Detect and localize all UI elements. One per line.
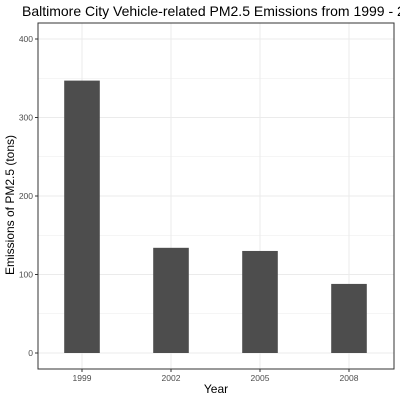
chart-title: Baltimore City Vehicle-related PM2.5 Emi… bbox=[22, 3, 400, 19]
bar-2002 bbox=[153, 247, 189, 353]
bar-1999 bbox=[64, 80, 100, 353]
y-tick-label: 200 bbox=[19, 191, 33, 201]
x-axis-ticks: 1999 2002 2005 2008 bbox=[73, 369, 359, 383]
x-axis-title: Year bbox=[204, 382, 228, 396]
bar-2008 bbox=[331, 283, 367, 353]
y-tick-label: 100 bbox=[19, 270, 33, 280]
bars bbox=[64, 80, 367, 353]
x-tick-label: 2005 bbox=[251, 373, 270, 383]
y-tick-label: 0 bbox=[28, 348, 33, 358]
y-axis-title: Emissions of PM2.5 (tons) bbox=[3, 135, 17, 275]
bar-2005 bbox=[242, 250, 278, 353]
y-tick-label: 400 bbox=[19, 34, 33, 44]
x-tick-label: 2002 bbox=[162, 373, 181, 383]
x-tick-label: 2008 bbox=[340, 373, 359, 383]
x-tick-label: 1999 bbox=[73, 373, 92, 383]
y-tick-label: 300 bbox=[19, 113, 33, 123]
y-axis-ticks: 0 100 200 300 400 bbox=[19, 34, 38, 358]
